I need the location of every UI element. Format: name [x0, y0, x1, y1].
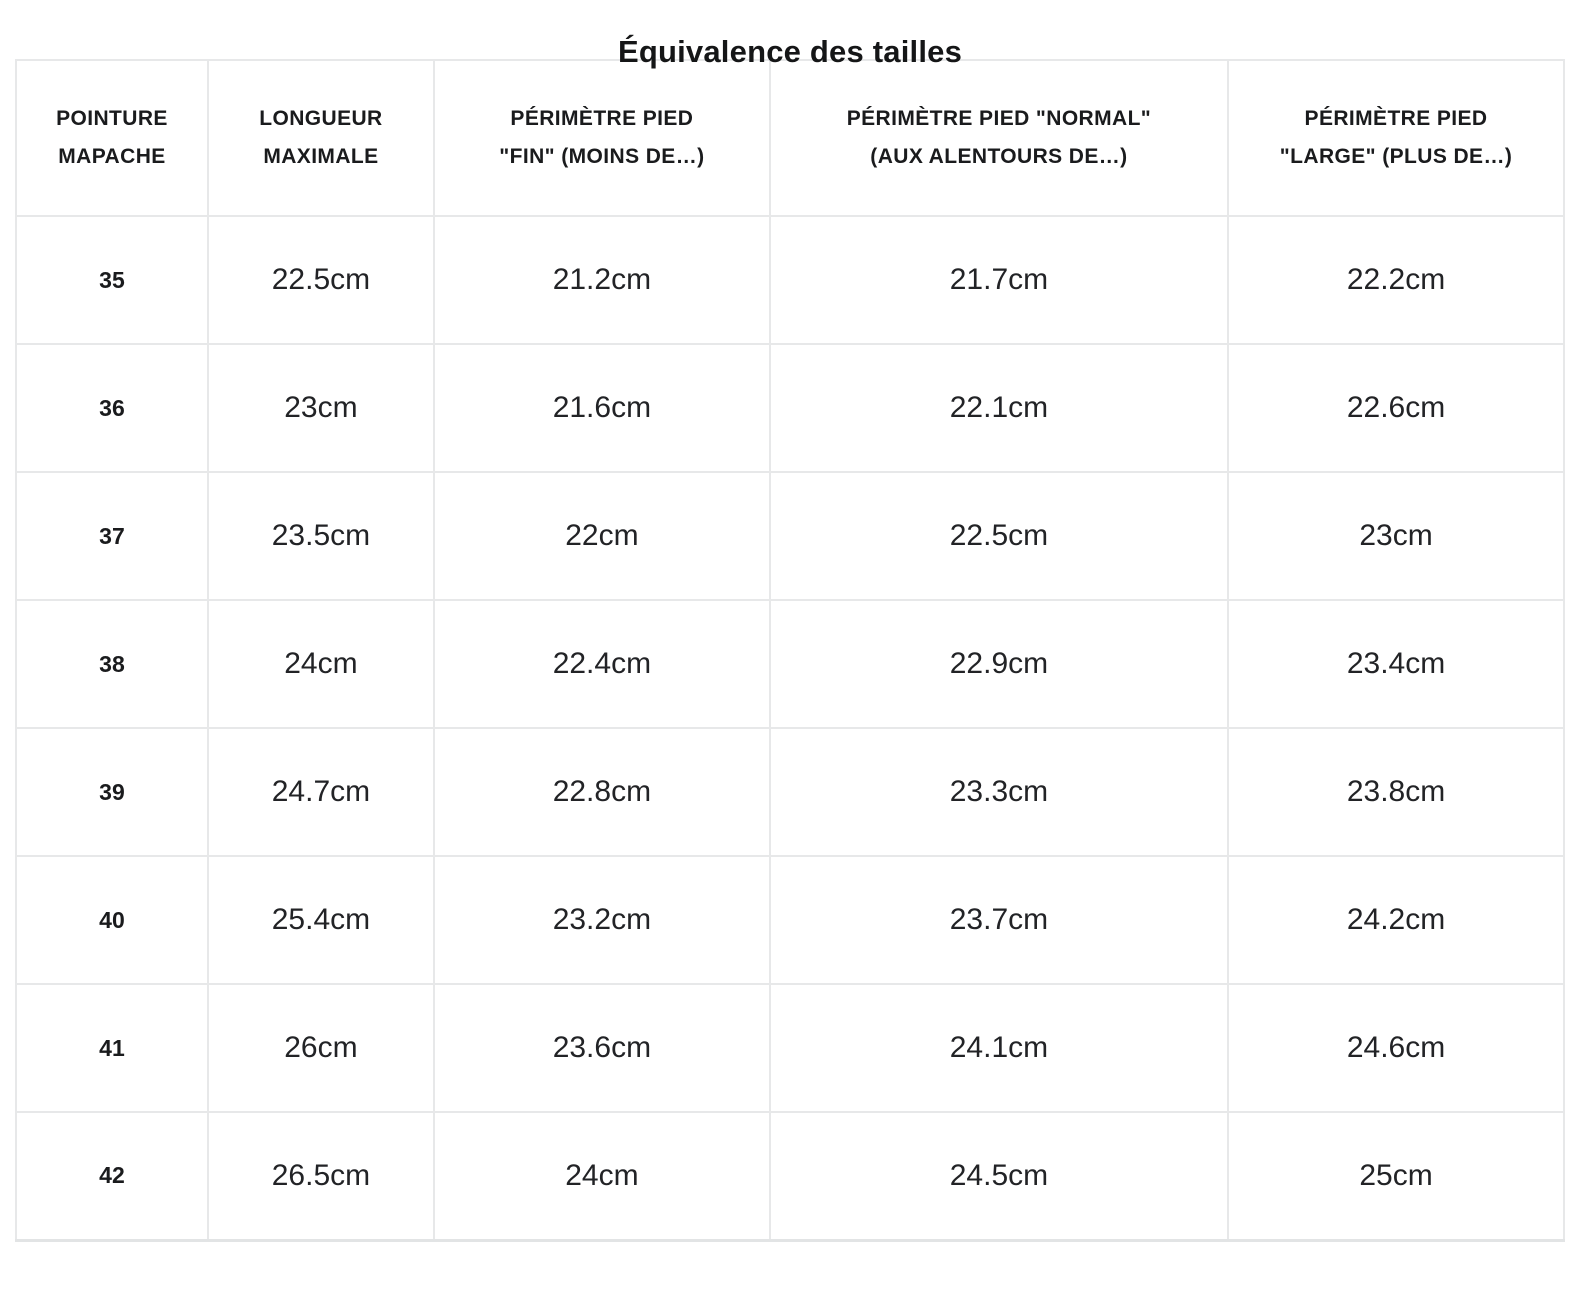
cell-perimetre-normal: 22.9cm	[768, 599, 1230, 729]
table-header: POINTURE MAPACHE LONGUEUR MAXIMALE PÉRIM…	[15, 59, 1565, 217]
cell-longueur: 24cm	[206, 599, 435, 729]
cell-perimetre-normal: 24.1cm	[768, 983, 1230, 1113]
table-row-size-38: 38 24cm 22.4cm 22.9cm 23.4cm	[15, 599, 1565, 729]
cell-longueur: 25.4cm	[206, 855, 435, 985]
column-header-perimetre-pied-large: PÉRIMÈTRE PIED "LARGE" (PLUS DE…)	[1227, 59, 1565, 217]
cell-perimetre-large: 24.2cm	[1227, 855, 1565, 985]
table-row-size-42: 42 26.5cm 24cm 24.5cm 25cm	[15, 1111, 1565, 1241]
page-title: Équivalence des tailles	[617, 34, 963, 69]
header-line: "LARGE" (PLUS DE…)	[1279, 145, 1513, 168]
cell-perimetre-normal: 23.7cm	[768, 855, 1230, 985]
cell-perimetre-large: 22.2cm	[1227, 215, 1565, 345]
cell-longueur: 26.5cm	[206, 1111, 435, 1241]
cell-perimetre-large: 23cm	[1227, 471, 1565, 601]
cell-perimetre-fin: 22cm	[432, 471, 771, 601]
column-header-longueur-maximale: LONGUEUR MAXIMALE	[206, 59, 435, 217]
cell-perimetre-normal: 22.1cm	[768, 343, 1230, 473]
header-line: PÉRIMÈTRE PIED "NORMAL"	[846, 107, 1152, 130]
header-row: POINTURE MAPACHE LONGUEUR MAXIMALE PÉRIM…	[15, 59, 1565, 217]
column-header-perimetre-pied-fin: PÉRIMÈTRE PIED "FIN" (MOINS DE…)	[432, 59, 771, 217]
cell-perimetre-normal: 21.7cm	[768, 215, 1230, 345]
header-line: PÉRIMÈTRE PIED	[1304, 107, 1488, 130]
cell-longueur: 26cm	[206, 983, 435, 1113]
cell-size: 42	[15, 1111, 209, 1241]
header-line: POINTURE	[56, 107, 168, 130]
cell-longueur: 24.7cm	[206, 727, 435, 857]
cell-size: 37	[15, 471, 209, 601]
cell-perimetre-normal: 23.3cm	[768, 727, 1230, 857]
header-line: LONGUEUR	[259, 107, 383, 130]
cell-size: 38	[15, 599, 209, 729]
table-row-size-35: 35 22.5cm 21.2cm 21.7cm 22.2cm	[15, 215, 1565, 345]
cell-perimetre-fin: 21.6cm	[432, 343, 771, 473]
cell-perimetre-fin: 24cm	[432, 1111, 771, 1241]
cell-longueur: 23cm	[206, 343, 435, 473]
table-body: 35 22.5cm 21.2cm 21.7cm 22.2cm 36 23cm 2…	[15, 215, 1565, 1241]
cell-size: 40	[15, 855, 209, 985]
header-line: PÉRIMÈTRE PIED	[510, 107, 694, 130]
cell-perimetre-fin: 23.2cm	[432, 855, 771, 985]
cell-perimetre-large: 25cm	[1227, 1111, 1565, 1241]
table-row-size-41: 41 26cm 23.6cm 24.1cm 24.6cm	[15, 983, 1565, 1113]
cell-size: 39	[15, 727, 209, 857]
header-line: (AUX ALENTOURS DE…)	[870, 145, 1128, 168]
cell-perimetre-large: 22.6cm	[1227, 343, 1565, 473]
cell-perimetre-large: 24.6cm	[1227, 983, 1565, 1113]
cell-perimetre-fin: 22.8cm	[432, 727, 771, 857]
cell-perimetre-fin: 22.4cm	[432, 599, 771, 729]
cell-longueur: 23.5cm	[206, 471, 435, 601]
cell-perimetre-large: 23.4cm	[1227, 599, 1565, 729]
header-line: "FIN" (MOINS DE…)	[499, 145, 705, 168]
cell-perimetre-normal: 24.5cm	[768, 1111, 1230, 1241]
cell-perimetre-normal: 22.5cm	[768, 471, 1230, 601]
table-row-size-36: 36 23cm 21.6cm 22.1cm 22.6cm	[15, 343, 1565, 473]
table-row-size-37: 37 23.5cm 22cm 22.5cm 23cm	[15, 471, 1565, 601]
cell-size: 36	[15, 343, 209, 473]
column-header-perimetre-pied-normal: PÉRIMÈTRE PIED "NORMAL" (AUX ALENTOURS D…	[768, 59, 1230, 217]
table-row-size-39: 39 24.7cm 22.8cm 23.3cm 23.8cm	[15, 727, 1565, 857]
table-row-size-40: 40 25.4cm 23.2cm 23.7cm 24.2cm	[15, 855, 1565, 985]
cell-perimetre-fin: 23.6cm	[432, 983, 771, 1113]
cell-perimetre-large: 23.8cm	[1227, 727, 1565, 857]
size-equivalence-table: POINTURE MAPACHE LONGUEUR MAXIMALE PÉRIM…	[15, 59, 1565, 1242]
cell-size: 35	[15, 215, 209, 345]
header-line: MAPACHE	[58, 145, 166, 168]
cell-perimetre-fin: 21.2cm	[432, 215, 771, 345]
header-line: MAXIMALE	[263, 145, 379, 168]
cell-size: 41	[15, 983, 209, 1113]
cell-longueur: 22.5cm	[206, 215, 435, 345]
column-header-pointure-mapache: POINTURE MAPACHE	[15, 59, 209, 217]
